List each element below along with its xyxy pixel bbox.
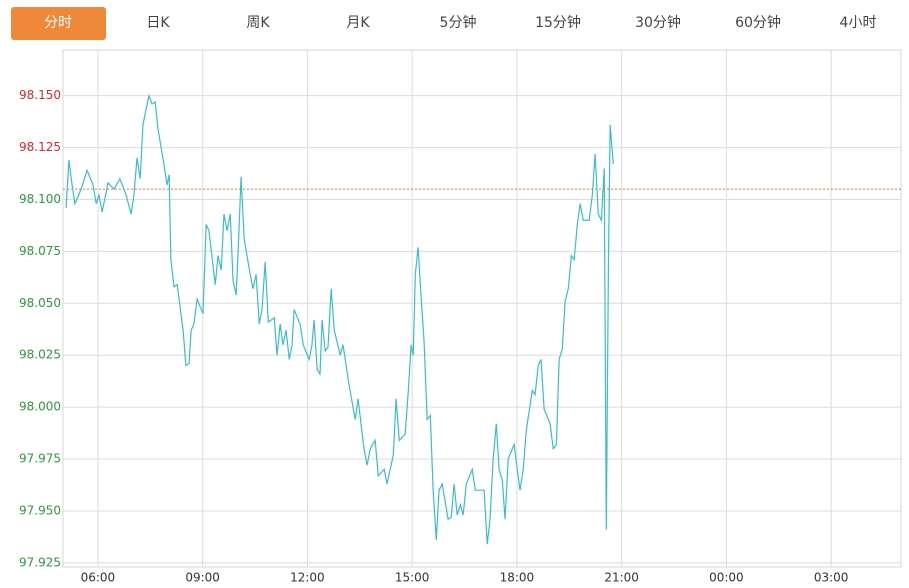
- y-tick-label: 98.150: [19, 88, 61, 102]
- tab[interactable]: 周K: [246, 15, 270, 31]
- tab[interactable]: 月K: [346, 15, 370, 31]
- tab[interactable]: 30分钟: [635, 14, 681, 31]
- y-tick-label: 97.925: [19, 555, 61, 569]
- tab[interactable]: 60分钟: [735, 14, 781, 31]
- y-tick-label: 98.050: [19, 296, 61, 310]
- tab[interactable]: 分时: [44, 15, 72, 31]
- y-tick-label: 97.975: [19, 452, 61, 466]
- x-tick-label: 03:00: [814, 571, 849, 585]
- x-tick-label: 15:00: [395, 571, 430, 585]
- price-line: [65, 93, 614, 545]
- y-tick-label: 98.075: [19, 244, 61, 258]
- x-tick-label: 21:00: [604, 571, 639, 585]
- x-tick-label: 00:00: [709, 571, 744, 585]
- y-tick-label: 98.025: [19, 348, 61, 362]
- x-tick-label: 18:00: [500, 571, 535, 585]
- y-tick-label: 97.950: [19, 503, 61, 517]
- x-tick-label: 06:00: [81, 571, 116, 585]
- tab[interactable]: 日K: [146, 15, 170, 31]
- y-tick-label: 98.125: [19, 140, 61, 154]
- y-tick-label: 98.100: [19, 192, 61, 206]
- tab-active-bg[interactable]: [11, 7, 106, 40]
- x-tick-label: 12:00: [290, 571, 325, 585]
- tab[interactable]: 5分钟: [440, 14, 477, 31]
- x-tick-label: 09:00: [185, 571, 220, 585]
- tab[interactable]: 4小时: [840, 15, 877, 31]
- tab[interactable]: 15分钟: [535, 14, 581, 31]
- plot-border: [62, 49, 902, 568]
- y-tick-label: 98.000: [19, 400, 61, 414]
